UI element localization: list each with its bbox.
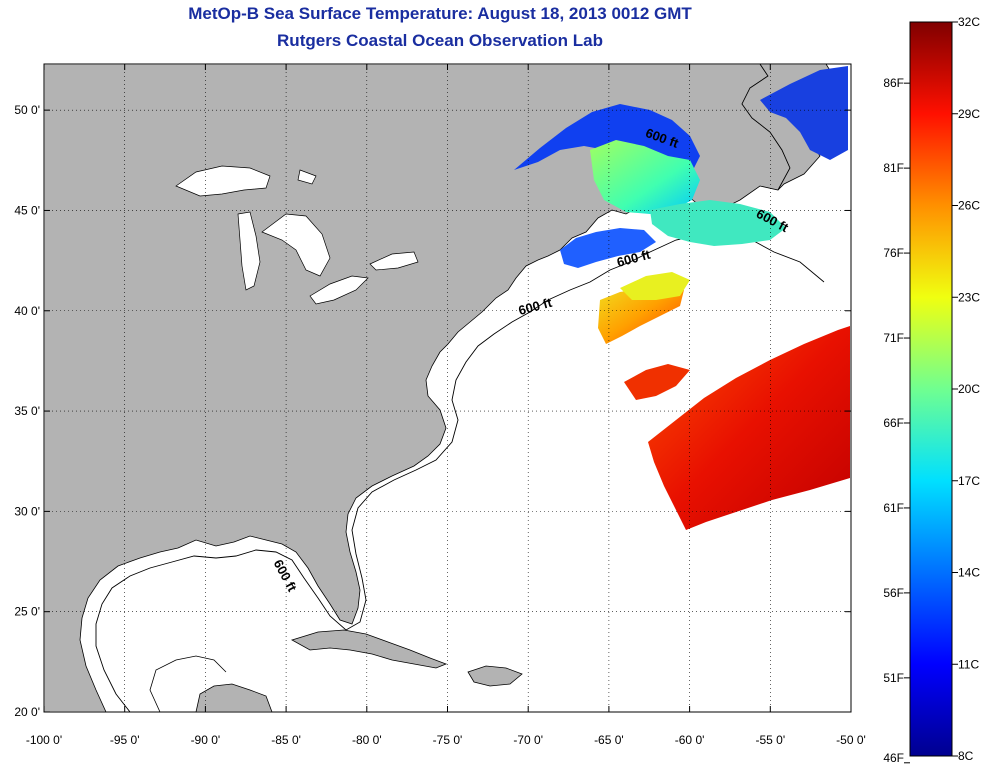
lon-tick-label: -55 0' — [755, 733, 785, 747]
lon-tick-label: -75 0' — [433, 733, 463, 747]
longitude-axis: -100 0' -95 0' -90 0' -85 0' -80 0' -75 0' -70… — [26, 64, 866, 747]
map-title: MetOp-B Sea Surface Temperature: August … — [188, 4, 692, 23]
lat-tick-label: 40 0' — [14, 304, 40, 318]
colorbar-f-label: 56F — [883, 586, 904, 600]
sst-swath-gulf-of-maine — [560, 228, 656, 268]
sst-swath-warm-patch — [624, 364, 690, 400]
colorbar-c-label: 14C — [958, 566, 980, 580]
lat-tick-label: 45 0' — [14, 203, 40, 217]
lat-tick-label: 25 0' — [14, 605, 40, 619]
colorbar-fahrenheit-labels: 86F 81F 76F 71F 66F 61F 56F 51F 46F — [883, 76, 910, 765]
sst-swath-labrador — [760, 66, 848, 160]
lon-tick-label: -50 0' — [836, 733, 866, 747]
map-subtitle: Rutgers Coastal Ocean Observation Lab — [277, 31, 603, 50]
colorbar-c-label: 23C — [958, 290, 980, 304]
great-lakes — [175, 165, 419, 305]
latitude-axis: 20 0' 25 0' 30 0' 35 0' 40 0' 45 0' 50 0' — [14, 103, 851, 719]
colorbar-celsius-labels: 32C 29C 26C 23C 20C 17C 14C 11C 8C — [952, 15, 980, 763]
colorbar-f-label: 71F — [883, 331, 904, 345]
colorbar-f-label: 81F — [883, 161, 904, 175]
lon-tick-label: -80 0' — [352, 733, 382, 747]
lat-tick-label: 35 0' — [14, 404, 40, 418]
colorbar-f-label: 46F — [883, 751, 904, 765]
lon-tick-label: -70 0' — [513, 733, 543, 747]
sst-swath-georges-yellow — [620, 272, 690, 300]
shelf-contour-600ft — [95, 231, 825, 712]
map-grid — [44, 64, 851, 712]
colorbar — [909, 21, 953, 757]
lon-tick-label: -60 0' — [675, 733, 705, 747]
colorbar-c-label: 11C — [958, 657, 979, 671]
shelf-contour-gulf-inner — [149, 655, 227, 712]
colorbar-f-label: 66F — [883, 416, 904, 430]
lon-tick-label: -90 0' — [191, 733, 221, 747]
lat-tick-label: 20 0' — [14, 705, 40, 719]
lat-tick-label: 30 0' — [14, 504, 40, 518]
lon-tick-label: -65 0' — [594, 733, 624, 747]
land-hispaniola — [467, 665, 523, 687]
sst-swath-nova-scotia — [650, 200, 786, 246]
colorbar-f-label: 61F — [883, 501, 904, 515]
sst-swath-georges-bank — [598, 284, 684, 344]
land-yucatan — [195, 683, 273, 712]
colorbar-f-label: 51F — [883, 671, 904, 685]
lon-tick-label: -100 0' — [26, 733, 62, 747]
colorbar-c-label: 26C — [958, 199, 980, 213]
colorbar-c-label: 8C — [958, 749, 974, 763]
colorbar-f-label: 86F — [883, 76, 904, 90]
colorbar-c-label: 32C — [958, 15, 980, 29]
colorbar-c-label: 29C — [958, 107, 980, 121]
colorbar-f-label: 76F — [883, 246, 904, 260]
colorbar-c-label: 17C — [958, 474, 980, 488]
sst-swath-st-lawrence-green — [590, 140, 700, 214]
lat-tick-label: 50 0' — [14, 103, 40, 117]
sst-swath-warm-main — [648, 326, 850, 530]
lon-tick-label: -85 0' — [271, 733, 301, 747]
lon-tick-label: -95 0' — [110, 733, 140, 747]
land-cuba — [290, 629, 448, 669]
colorbar-c-label: 20C — [958, 382, 980, 396]
